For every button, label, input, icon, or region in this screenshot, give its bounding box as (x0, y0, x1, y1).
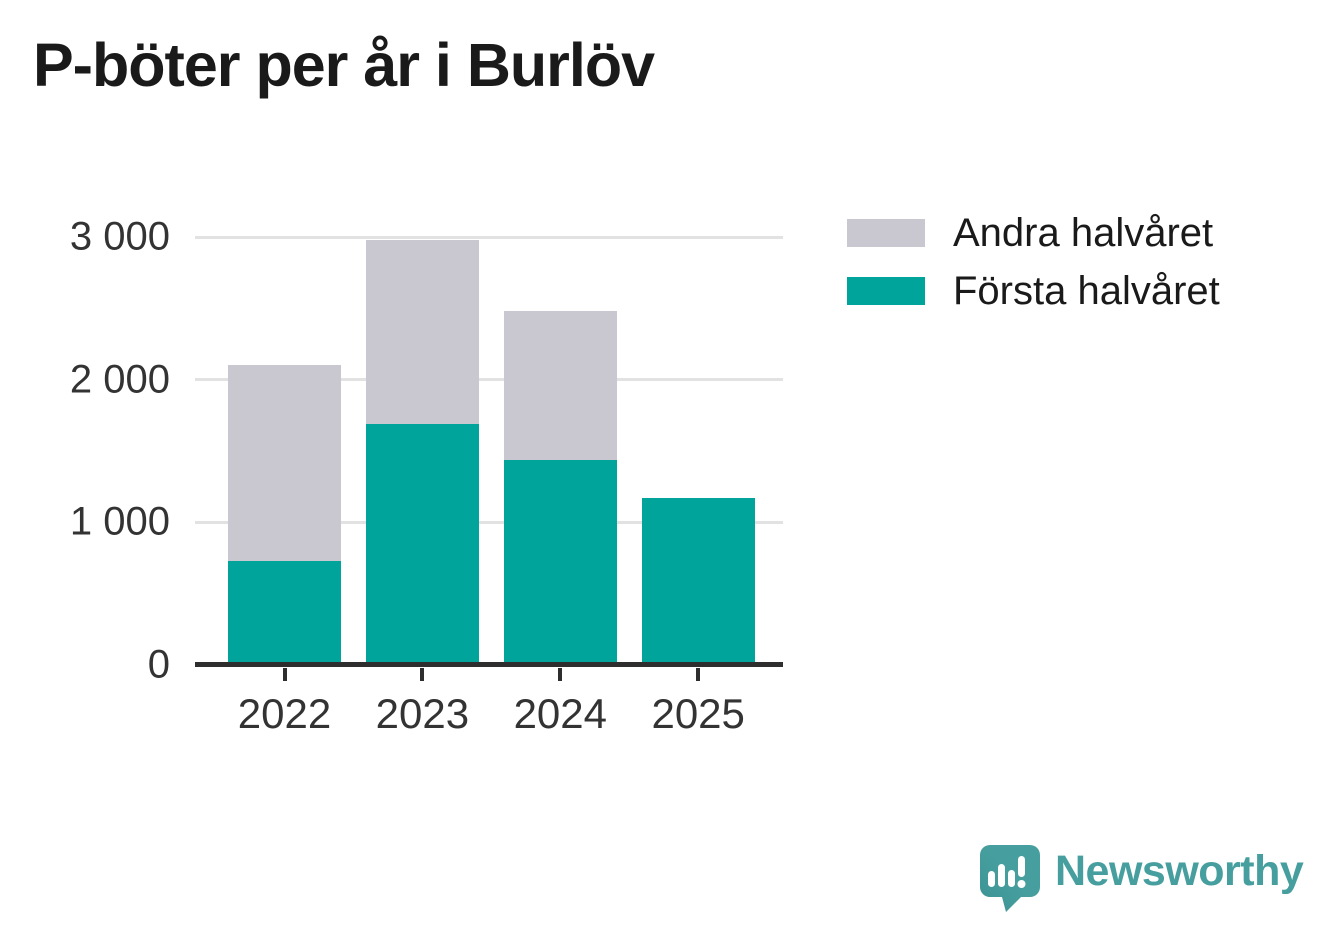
bar-segment-2022 (228, 560, 341, 665)
bar-segment-2023 (365, 239, 479, 424)
x-axis-tick-label: 2022 (237, 690, 332, 737)
y-axis-tick-label: 3 000 (69, 214, 170, 259)
bar-segment-2024 (503, 311, 617, 460)
legend: Andra halvåret Första halvåret (847, 211, 1220, 335)
brand-footer: Newsworthy (979, 844, 1304, 914)
legend-swatch-andra-halvaret (847, 219, 925, 247)
y-axis-tick-label: 1 000 (69, 499, 170, 544)
gridline (195, 378, 783, 382)
x-axis-tick-label: 2025 (651, 690, 745, 737)
bar-group-2022 (228, 237, 341, 665)
bar-segment-2025 (641, 498, 755, 665)
plot-area: 2022 2023 2024 2025 0 1 000 2 000 3 000 (70, 215, 783, 737)
brand-name: Newsworthy (1055, 847, 1304, 895)
x-axis-tick (282, 668, 287, 681)
newsworthy-logo-icon (980, 845, 1040, 912)
bar-group-2024 (503, 237, 617, 665)
legend-item-andra-halvaret: Andra halvåret (847, 211, 1220, 255)
x-axis-tick-label: 2023 (375, 690, 470, 737)
y-axis-tick-label: 0 (147, 642, 170, 687)
bar-segment-2023 (365, 423, 479, 665)
gridline (195, 235, 783, 239)
gridline (195, 520, 783, 524)
x-axis-line (195, 662, 783, 667)
legend-label: Andra halvåret (953, 210, 1214, 255)
bar-segment-2022 (228, 365, 341, 561)
x-axis-tick (696, 668, 701, 681)
bar-group-2023 (365, 237, 479, 665)
legend-item-forsta-halvaret: Första halvåret (847, 269, 1220, 313)
legend-swatch-forsta-halvaret (847, 277, 925, 305)
legend-label: Första halvåret (953, 268, 1220, 313)
x-axis-tick-label: 2024 (513, 690, 608, 737)
chart-title: P-böter per år i Burlöv (33, 31, 655, 99)
x-axis-tick (558, 668, 563, 681)
bar-segment-2024 (503, 459, 617, 665)
bar-group-2025 (641, 237, 755, 665)
x-axis-tick (420, 668, 425, 681)
y-axis-tick-label: 2 000 (69, 357, 170, 402)
